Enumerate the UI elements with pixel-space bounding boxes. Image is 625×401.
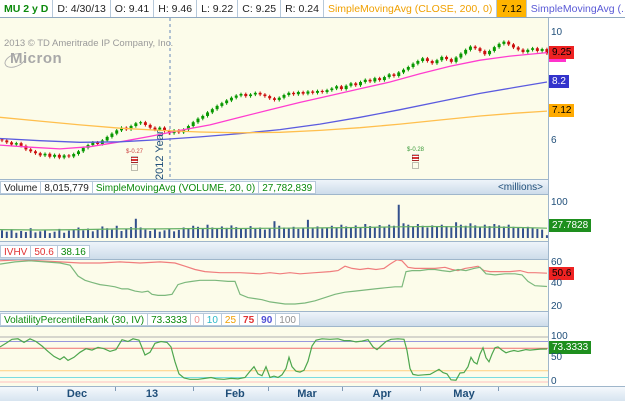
- price-panel[interactable]: 2013 © TD Ameritrade IP Company, Inc. Mi…: [0, 18, 548, 179]
- sma200-study-value: 7.12: [497, 0, 527, 17]
- ohlc-range: R: 0.24: [281, 0, 324, 17]
- ivhv-tick-40: 40: [551, 278, 563, 289]
- month-tick: [342, 387, 343, 391]
- vpr-panel[interactable]: [0, 327, 548, 386]
- iv-value: 50.6: [30, 245, 58, 258]
- volume-label[interactable]: Volume: [0, 180, 42, 194]
- ohlc-low: L: 9.22: [197, 0, 239, 17]
- dividend-icon[interactable]: [411, 162, 419, 169]
- earnings-icon[interactable]: [411, 154, 419, 161]
- ohlc-open: O: 9.41: [110, 0, 155, 17]
- event-marker-q1[interactable]: $-0.27: [126, 149, 144, 171]
- volume-sma-badge: 27.7828: [549, 219, 592, 232]
- vpr-label[interactable]: VolatilityPercentileRank (30, IV): [0, 312, 149, 326]
- month-label-feb: Feb: [225, 388, 245, 400]
- year-divider-label: 2012 Year: [154, 130, 166, 180]
- price-tick-6: 6: [551, 135, 557, 146]
- volume-tick-100: 100: [551, 197, 568, 208]
- micron-logo: Micron: [10, 50, 63, 67]
- ivhv-panel[interactable]: [0, 260, 548, 311]
- time-axis[interactable]: Dec 13 Feb Mar Apr May: [0, 386, 625, 401]
- ivhv-header-band: IVHV 50.6 38.16: [0, 241, 625, 260]
- vpr-chart-canvas[interactable]: [0, 327, 548, 386]
- vpr-tick-100: 100: [551, 331, 568, 342]
- sma200-study-label[interactable]: SimpleMovingAvg (CLOSE, 200, 0): [323, 0, 498, 17]
- ohlc-high: H: 9.46: [154, 0, 198, 17]
- vpr-badge: 73.3333: [549, 341, 592, 354]
- price-chart-canvas[interactable]: [0, 18, 548, 179]
- event-marker-q2[interactable]: $-0.28: [407, 147, 425, 169]
- ivhv-tick-60: 60: [551, 257, 563, 268]
- hv-value: 38.16: [56, 245, 90, 258]
- month-tick: [193, 387, 194, 391]
- iv-badge: 50.6: [549, 267, 575, 280]
- chart-header-bar: MU 2 y D D: 4/30/13 O: 9.41 H: 9.46 L: 9…: [0, 0, 625, 18]
- ohlc-close: C: 9.25: [238, 0, 282, 17]
- symbol-timeframe[interactable]: MU 2 y D: [0, 0, 54, 17]
- month-tick: [115, 387, 116, 391]
- month-tick: [498, 387, 499, 391]
- volume-sma-value: 27,782,839: [258, 180, 317, 194]
- month-label-apr: Apr: [372, 388, 392, 400]
- dividend-icon[interactable]: [130, 164, 138, 171]
- vpr-level-0: 0: [190, 312, 204, 326]
- vpr-tick-50: 50: [551, 352, 563, 363]
- sma200-axis-badge: 7.12: [549, 104, 575, 117]
- vpr-level-90: 90: [257, 312, 277, 326]
- ivhv-chart-canvas[interactable]: [0, 260, 548, 311]
- month-tick: [268, 387, 269, 391]
- month-label-13: 13: [145, 388, 159, 400]
- month-label-may: May: [453, 388, 475, 400]
- sma-fast-study-label[interactable]: SimpleMovingAvg (...: [526, 0, 625, 17]
- vpr-level-75: 75: [239, 312, 259, 326]
- ivhv-tick-20: 20: [551, 301, 563, 312]
- month-tick: [420, 387, 421, 391]
- copyright-watermark: 2013 © TD Ameritrade IP Company, Inc.: [4, 38, 174, 49]
- vpr-header-band: VolatilityPercentileRank (30, IV) 73.333…: [0, 311, 625, 327]
- vpr-value: 73.3333: [147, 312, 192, 326]
- volume-value: 8,015,779: [40, 180, 93, 194]
- dividend-amount-label: $-0.28: [407, 147, 425, 153]
- vpr-tick-0: 0: [551, 376, 557, 387]
- volume-header-band: Volume 8,015,779 SimpleMovingAvg (VOLUME…: [0, 179, 625, 195]
- volume-chart-canvas[interactable]: [0, 195, 548, 241]
- month-label-mar: Mar: [297, 388, 317, 400]
- volume-panel[interactable]: [0, 195, 548, 241]
- earnings-icon[interactable]: [130, 156, 138, 163]
- ohlc-date: D: 4/30/13: [53, 0, 111, 17]
- volume-sma-label[interactable]: SimpleMovingAvg (VOLUME, 20, 0): [91, 180, 260, 194]
- volume-units-label: <millions>: [497, 182, 543, 193]
- ivhv-label[interactable]: IVHV: [0, 245, 32, 258]
- price-tick-10: 10: [551, 27, 563, 38]
- last-price-badge: 9.25: [549, 46, 575, 59]
- month-label-dec: Dec: [66, 388, 88, 400]
- vpr-level-10: 10: [202, 312, 222, 326]
- vpr-level-100: 100: [275, 312, 300, 326]
- vpr-level-25: 25: [220, 312, 241, 326]
- dividend-amount-label: $-0.27: [126, 149, 144, 155]
- sma-mid-axis-badge: 8.2: [549, 75, 569, 88]
- month-tick: [37, 387, 38, 391]
